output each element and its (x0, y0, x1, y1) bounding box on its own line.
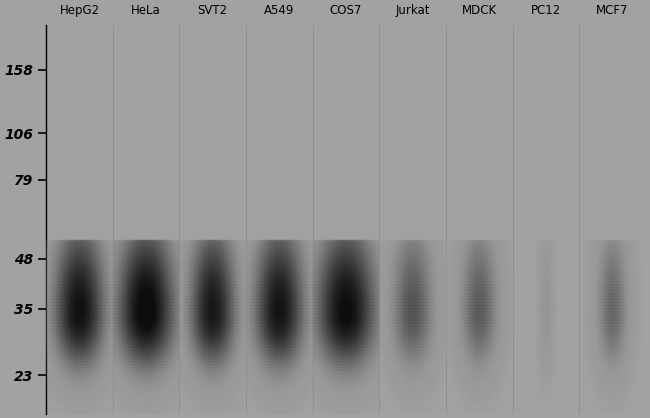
Bar (246, 25, 313, 414)
Bar (579, 25, 646, 414)
Bar (313, 25, 380, 414)
Bar (113, 25, 179, 414)
Bar (380, 25, 446, 414)
Bar (46, 25, 113, 414)
Bar (179, 25, 246, 414)
Bar (446, 25, 513, 414)
Bar (513, 25, 579, 414)
